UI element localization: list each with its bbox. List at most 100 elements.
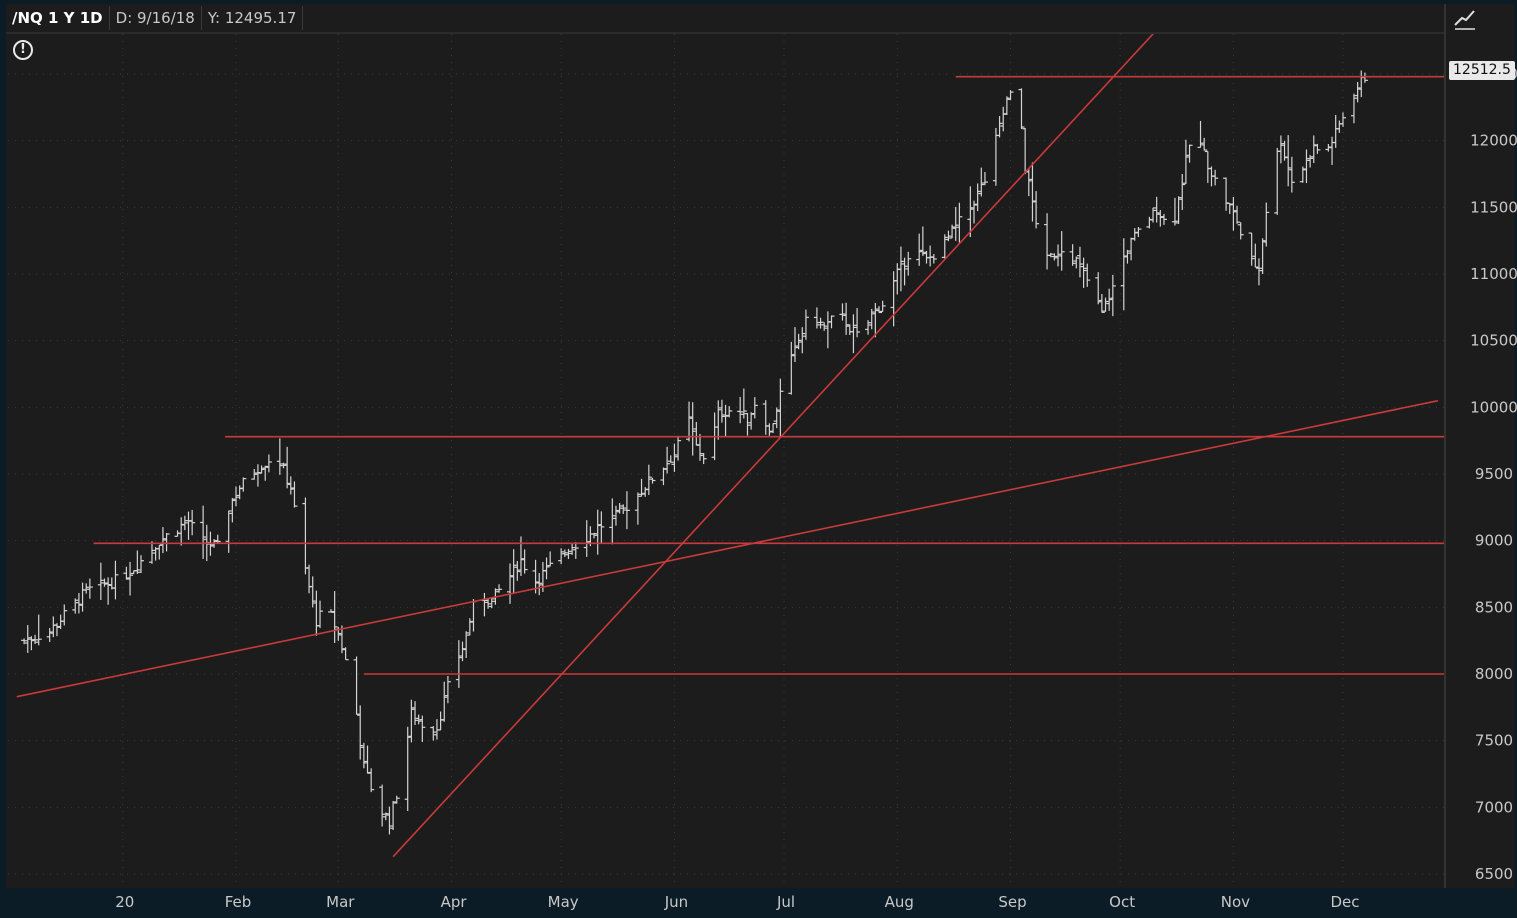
ohlc-bar [1047, 252, 1054, 258]
ohlc-bar [620, 504, 627, 514]
ohlc-bar [547, 551, 554, 567]
ohlc-bar [1051, 253, 1058, 261]
ohlc-bar [517, 536, 524, 576]
ohlc-bar [1197, 120, 1204, 149]
ohlc-bar [1259, 238, 1266, 274]
ohlc-bar [86, 578, 93, 599]
x-tick-label: Feb [225, 893, 252, 911]
grid-layer [8, 34, 1444, 886]
ohlc-bar [1179, 173, 1186, 211]
ohlc-bar [258, 465, 265, 474]
ohlc-bar [850, 314, 857, 354]
ohlc-bar [1007, 90, 1014, 101]
ohlc-bar [817, 317, 824, 329]
ohlc-bar [291, 481, 298, 508]
ohlc-bar [185, 511, 192, 540]
ohlc-bar [609, 498, 616, 545]
trendline-tool-icon[interactable] [1452, 6, 1478, 32]
ohlc-bar [791, 327, 798, 362]
ohlc-bar [1171, 197, 1178, 226]
ohlc-bar [127, 561, 134, 596]
symbol-label[interactable]: /NQ 1 Y 1D [6, 6, 110, 30]
ohlc-bar [1299, 166, 1306, 183]
ohlc-bar [1230, 197, 1237, 231]
x-tick-label: Mar [326, 893, 355, 911]
value-readout: Y: 12495.17 [202, 6, 304, 30]
ohlc-bar [342, 647, 349, 661]
ohlc-bar [386, 806, 393, 835]
ohlc-bar [382, 812, 389, 821]
ohlc-bar [565, 548, 572, 560]
ohlc-bar [1263, 202, 1270, 247]
ohlc-bar [795, 333, 802, 350]
ohlc-bar [455, 640, 462, 688]
ohlc-bar [1150, 207, 1157, 223]
ohlc-bar [148, 541, 155, 564]
ohlc-bar [1069, 244, 1076, 266]
ohlc-bar [813, 307, 820, 329]
ohlc-bar [488, 597, 495, 609]
ohlc-bar [956, 202, 963, 243]
ohlc-bar [700, 453, 707, 465]
ohlc-bar [1307, 155, 1314, 168]
ohlc-bar [1033, 191, 1040, 229]
ohlc-bar [408, 699, 415, 743]
ohlc-bar [777, 378, 784, 438]
ohlc-bar [156, 544, 163, 560]
ohlc-bar [1350, 93, 1357, 124]
ohlc-bar [854, 308, 861, 338]
ohlc-bar [1255, 258, 1262, 286]
trendlines-layer [16, 34, 1444, 858]
ohlc-bar [591, 532, 598, 539]
ohlc-bar [404, 726, 411, 811]
x-tick-label: Nov [1221, 893, 1250, 911]
y-tick-label: 7000 [1475, 798, 1513, 816]
ohlc-bar [941, 234, 948, 259]
ohlc-bar [97, 562, 104, 600]
ohlc-bar [594, 509, 601, 555]
ohlc-bar [1131, 228, 1138, 241]
x-tick-label: May [548, 893, 579, 911]
ohlc-bar [1055, 244, 1062, 267]
ohlc-bar [612, 505, 619, 526]
ohlc-bar [35, 614, 42, 646]
ohlc-bar [309, 576, 316, 608]
ohlc-bar [437, 711, 444, 731]
ohlc-bar [1234, 205, 1241, 224]
ohlc-bar [992, 127, 999, 186]
ohlc-bar [368, 768, 375, 793]
ohlc-bar [338, 625, 345, 654]
ohlc-bar [1340, 112, 1346, 127]
ohlc-bar [72, 598, 79, 614]
ohlc-bar [225, 510, 232, 553]
ohlc-bar [744, 413, 751, 436]
ohlc-bar [715, 400, 722, 440]
ohlc-bar [83, 583, 90, 594]
ohlc-bar [686, 401, 693, 442]
exclamation-circle-icon[interactable]: ! [13, 40, 33, 60]
y-tick-label: 9000 [1475, 532, 1513, 550]
ohlc-bar [1288, 156, 1295, 193]
ohlc-bar [667, 455, 674, 463]
ohlc-bar [1310, 135, 1317, 164]
ohlc-bar [200, 505, 207, 559]
ohlc-bar [1095, 272, 1102, 305]
ohlc-bar [470, 599, 477, 632]
ohlc-bar [1025, 168, 1032, 197]
ohlc-bar [1120, 238, 1127, 311]
ohlc-bar [28, 636, 35, 651]
ohlc-bar [897, 246, 904, 292]
ohlc-bar [1084, 263, 1091, 287]
ohlc-bar [1303, 149, 1310, 184]
ohlc-bar [664, 446, 671, 474]
ohlc-bar [507, 563, 514, 604]
ohlc-bar [1000, 106, 1007, 132]
ohlc-bar [251, 468, 258, 480]
ohlc-bar [1135, 226, 1142, 238]
ohlc-bar [572, 542, 579, 559]
y-tick-label: 8500 [1475, 598, 1513, 616]
ohlc-bar [751, 397, 758, 419]
ohlc-bar [280, 462, 287, 469]
ohlc-bar [824, 311, 831, 349]
